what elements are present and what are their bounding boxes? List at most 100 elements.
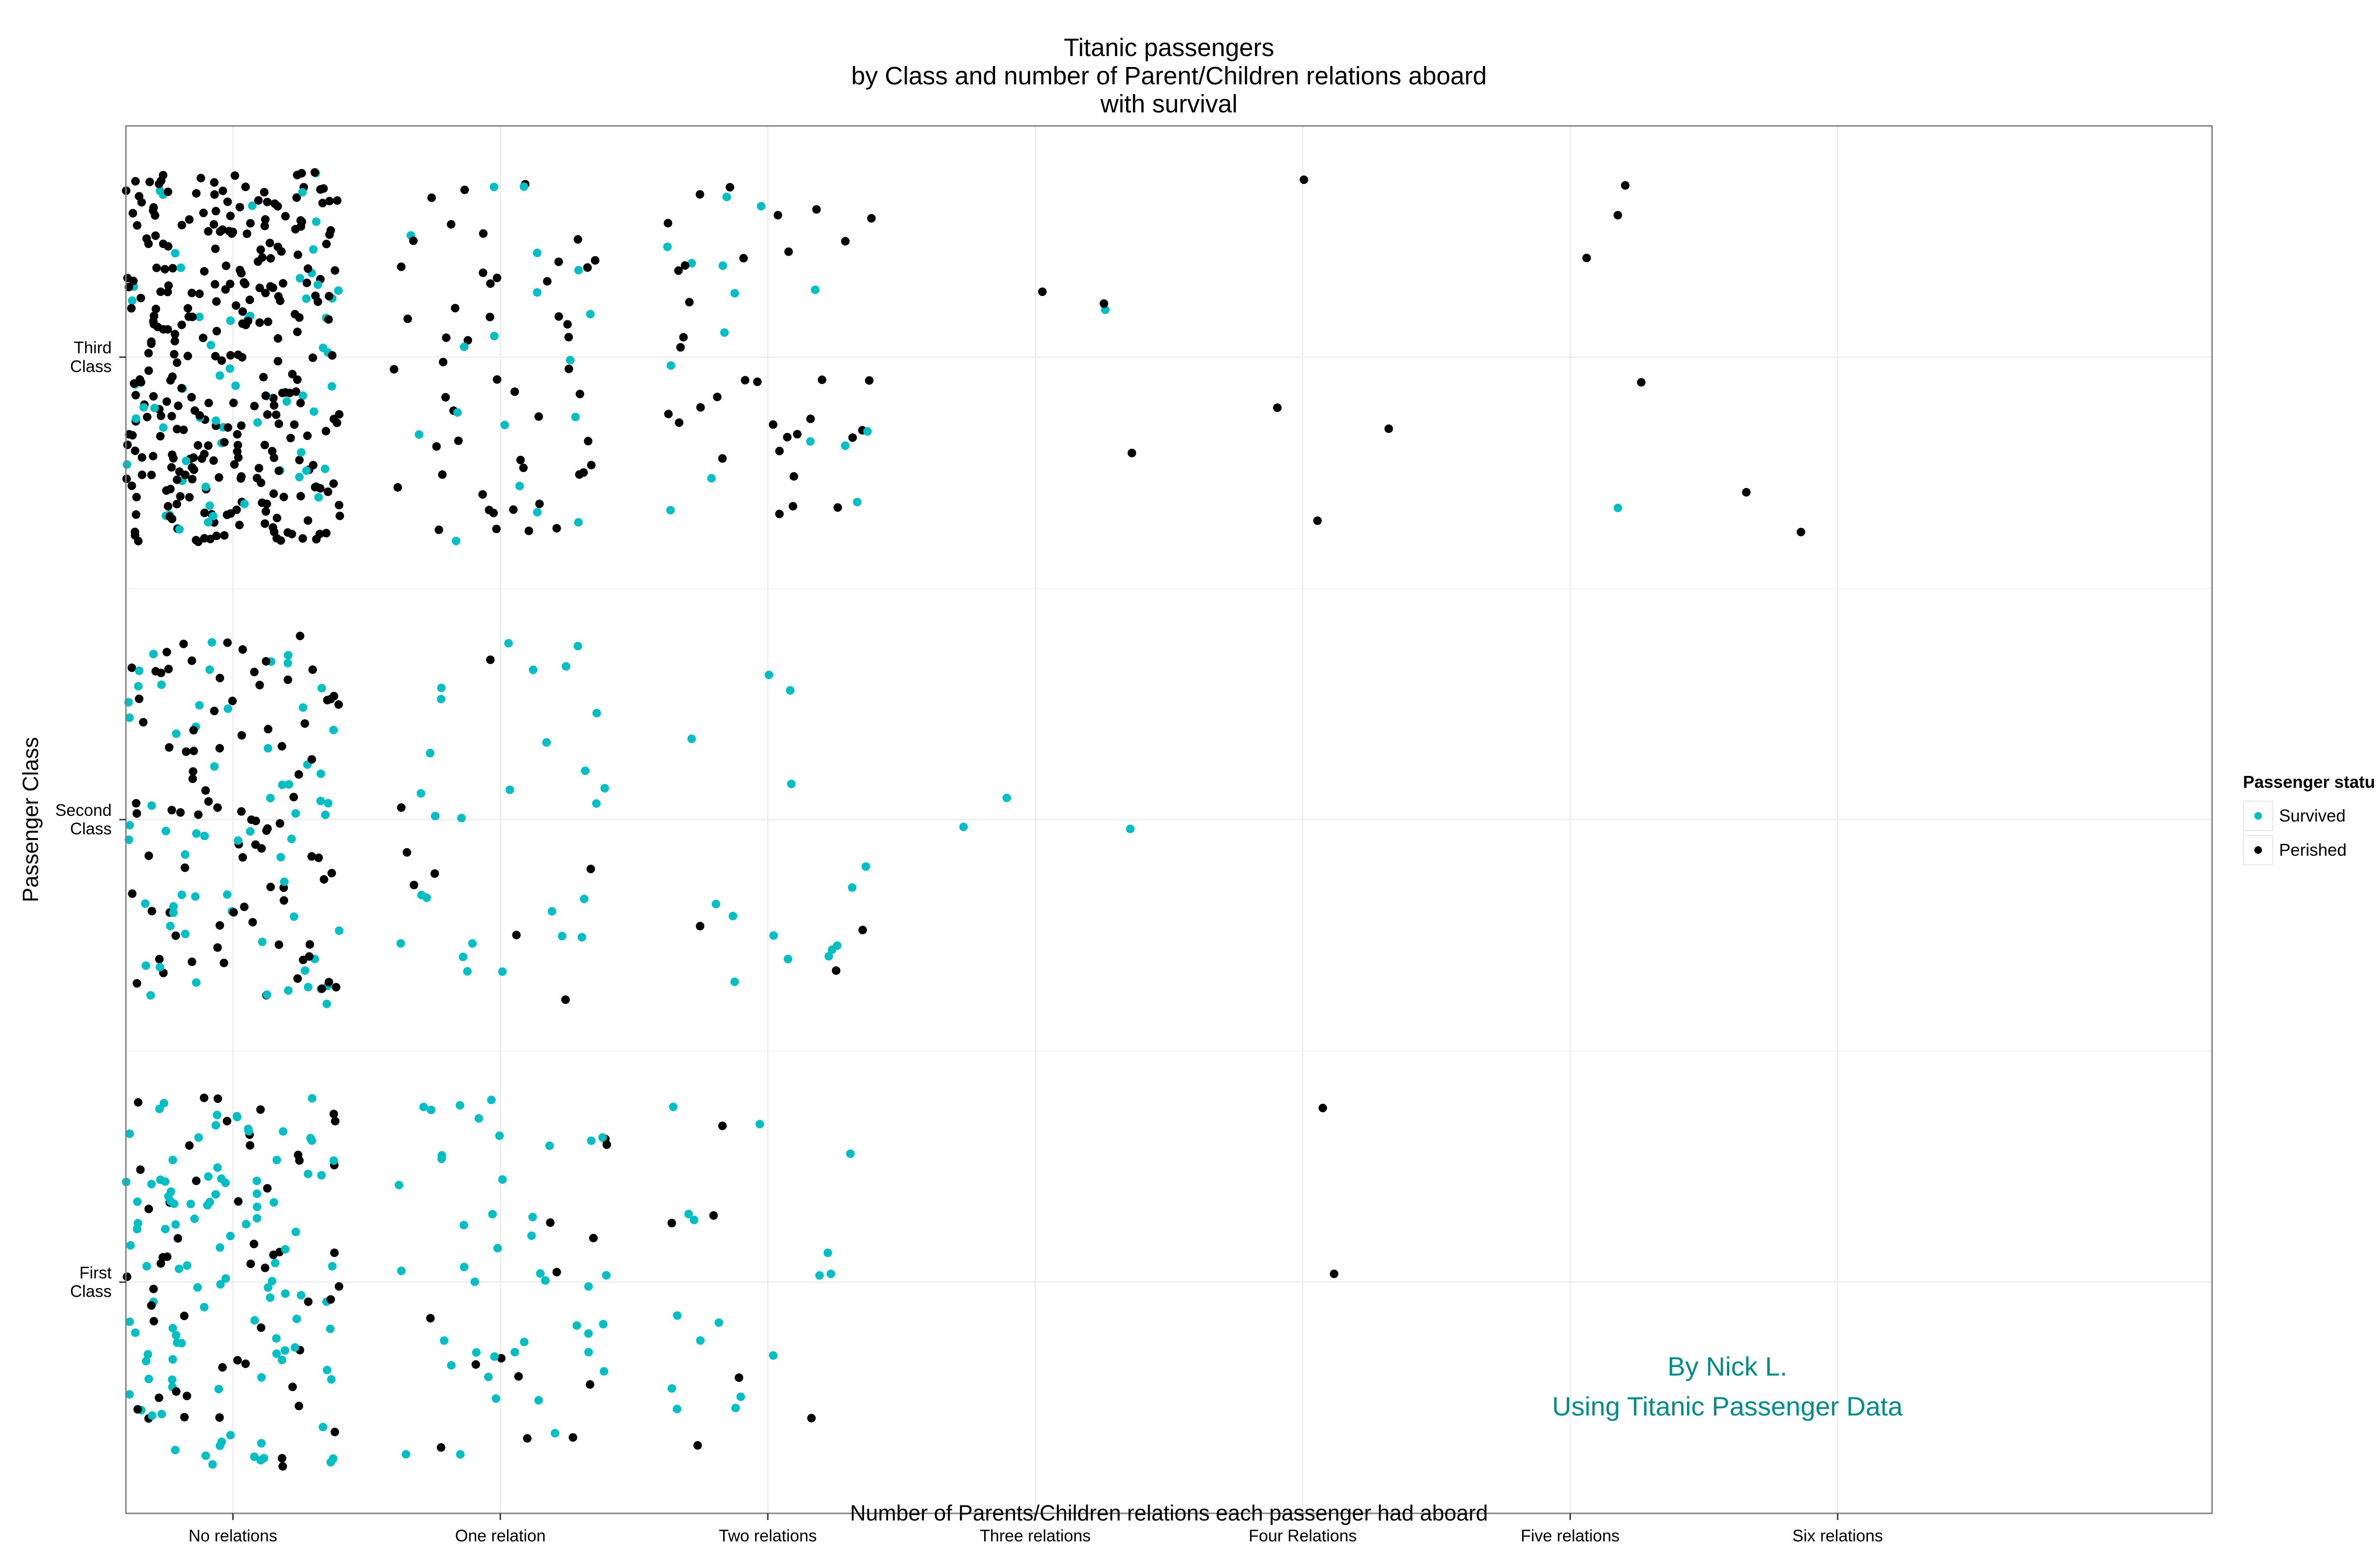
point-survived: [193, 1283, 202, 1292]
point-perished: [172, 425, 182, 433]
point-survived: [264, 1283, 272, 1292]
point-perished: [168, 264, 177, 273]
point-survived: [833, 941, 842, 950]
point-perished: [123, 274, 132, 283]
point-perished: [784, 247, 793, 256]
point-perished: [168, 450, 177, 459]
point-survived: [142, 961, 150, 970]
point-survived: [314, 493, 323, 502]
chart-title: Titanic passengers by Class and number of…: [851, 34, 1487, 118]
point-perished: [263, 1184, 272, 1193]
point-survived: [545, 1141, 554, 1150]
point-perished: [155, 955, 164, 964]
point-perished: [130, 379, 139, 388]
point-perished: [390, 365, 399, 374]
point-survived: [300, 966, 309, 975]
point-survived: [244, 1127, 253, 1136]
point-perished: [266, 882, 275, 891]
point-perished: [159, 171, 168, 180]
point-perished: [833, 503, 842, 512]
point-perished: [430, 869, 439, 878]
point-perished: [524, 526, 533, 535]
point-perished: [220, 438, 229, 447]
point-survived: [298, 391, 307, 400]
point-perished: [200, 508, 209, 517]
x-tick-label: Four Relations: [1249, 1527, 1357, 1545]
point-survived: [296, 274, 305, 283]
point-perished: [261, 507, 270, 516]
point-perished: [171, 931, 180, 940]
point-survived: [317, 684, 326, 693]
point-survived: [457, 813, 466, 822]
point-perished: [865, 376, 874, 385]
point-perished: [163, 187, 172, 196]
point-survived: [580, 894, 589, 903]
point-perished: [229, 908, 238, 917]
point-perished: [300, 719, 309, 728]
point-survived: [541, 1276, 550, 1285]
point-perished: [250, 402, 259, 411]
point-survived: [262, 990, 271, 999]
point-survived: [519, 182, 528, 191]
point-survived: [141, 899, 150, 908]
point-survived: [132, 414, 141, 423]
point-survived: [459, 952, 468, 961]
point-survived: [125, 1317, 134, 1326]
point-perished: [304, 264, 313, 273]
point-survived: [272, 1334, 281, 1343]
point-perished: [235, 202, 244, 211]
point-survived: [168, 1156, 177, 1165]
point-survived: [488, 1210, 497, 1219]
point-survived: [285, 780, 294, 789]
point-perished: [232, 505, 241, 514]
point-perished: [277, 247, 286, 256]
point-perished: [263, 198, 272, 207]
point-perished: [493, 375, 502, 384]
point-perished: [296, 631, 305, 641]
point-perished: [144, 349, 153, 358]
point-survived: [318, 344, 327, 353]
point-survived: [257, 1373, 266, 1382]
point-survived: [248, 201, 257, 210]
point-survived: [155, 1104, 164, 1113]
point-survived: [168, 1324, 177, 1333]
point-perished: [156, 287, 165, 296]
point-survived: [133, 1197, 142, 1206]
point-survived: [600, 1367, 608, 1376]
point-survived: [500, 421, 509, 430]
point-survived: [491, 1394, 500, 1403]
point-survived: [302, 466, 311, 475]
point-survived: [592, 799, 601, 808]
point-survived: [846, 1149, 855, 1158]
point-perished: [302, 278, 311, 287]
point-perished: [163, 287, 172, 296]
point-survived: [468, 939, 477, 948]
point-perished: [479, 268, 488, 277]
point-perished: [1796, 527, 1805, 536]
point-perished: [237, 731, 246, 740]
point-perished: [237, 807, 246, 816]
point-perished: [568, 1433, 577, 1442]
point-survived: [174, 1264, 183, 1273]
point-survived: [550, 1429, 559, 1438]
point-survived: [489, 182, 498, 191]
point-perished: [312, 482, 321, 491]
point-perished: [261, 657, 270, 666]
point-survived: [321, 464, 330, 473]
point-perished: [149, 206, 158, 215]
point-survived: [211, 1121, 220, 1130]
point-perished: [255, 680, 264, 689]
point-perished: [330, 266, 339, 275]
point-survived: [599, 1319, 608, 1329]
point-survived: [323, 1366, 332, 1375]
point-perished: [269, 453, 278, 462]
point-perished: [512, 930, 521, 939]
point-perished: [156, 1259, 165, 1268]
point-perished: [215, 921, 224, 930]
point-perished: [296, 492, 305, 501]
point-perished: [486, 655, 495, 664]
point-perished: [330, 1427, 339, 1436]
point-perished: [319, 875, 328, 884]
point-perished: [575, 390, 584, 399]
point-perished: [233, 430, 242, 439]
